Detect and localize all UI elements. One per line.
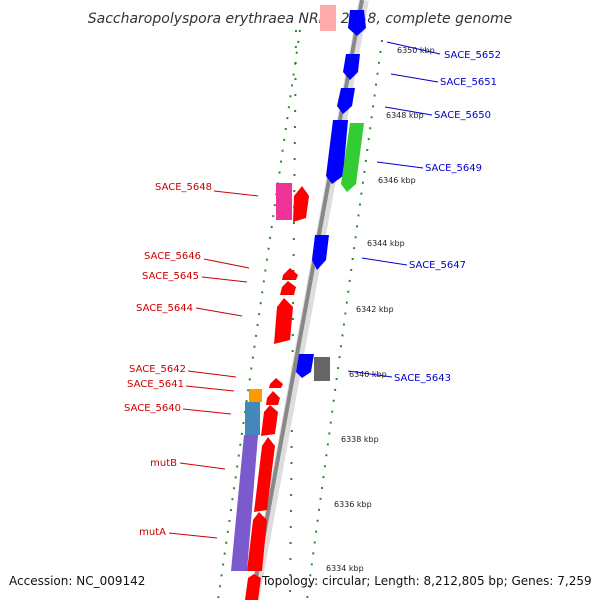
gene-label[interactable]: SACE_5644 [136, 303, 193, 314]
scale-ticks: 6350 kbp 6348 kbp 6346 kbp 6344 kbp 6342… [326, 46, 435, 573]
leader-line [203, 258, 250, 269]
leader-line [376, 161, 424, 169]
tick-label: 6334 kbp [326, 564, 364, 573]
gene-sace-5643-blue[interactable] [296, 354, 314, 378]
accession-text: Accession: NC_009142 [9, 574, 146, 588]
gene-pink-top[interactable] [320, 5, 336, 31]
leader-line [347, 370, 393, 378]
gene-sace-5645[interactable] [280, 281, 296, 295]
gene-sace-5643-gray[interactable] [314, 357, 330, 381]
gene-label[interactable]: SACE_5645 [142, 271, 199, 282]
leader-line [361, 257, 408, 266]
leader-line [390, 73, 439, 83]
tick-label: 6342 kbp [356, 305, 394, 314]
leader-line [185, 385, 235, 392]
gene-sace-5644[interactable] [274, 298, 293, 344]
gene-sace-5646[interactable] [282, 268, 298, 280]
gene-mutA[interactable] [247, 512, 267, 571]
gene-mut-purple[interactable] [231, 435, 258, 571]
gene-label[interactable]: SACE_5643 [394, 373, 451, 384]
gene-label[interactable]: SACE_5647 [409, 260, 466, 271]
tick-label: 6346 kbp [378, 176, 416, 185]
gene-sace-5647[interactable] [312, 235, 329, 270]
genome-title: Saccharopolyspora erythraea NRRL 2338, c… [88, 11, 513, 27]
left-track-guide [217, 29, 301, 600]
gene-orange[interactable] [249, 389, 262, 402]
leader-line [386, 41, 441, 55]
gene-sace-5649-blue[interactable] [326, 120, 348, 184]
tick-label: 6344 kbp [367, 239, 405, 248]
gene-sace-5640-steel[interactable] [245, 402, 260, 435]
gene-sace-5642[interactable] [269, 378, 283, 388]
leader-line [195, 307, 243, 317]
topology-text: Topology: circular; Length: 8,212,805 bp… [262, 574, 592, 588]
leader-line [187, 370, 237, 378]
leader-line [179, 462, 226, 470]
leader-line [182, 408, 232, 415]
tick-label: 6340 kbp [349, 370, 387, 379]
gene-label[interactable]: mutB [150, 458, 177, 469]
gene-sace-5651[interactable] [343, 54, 360, 80]
gene-sace-5640[interactable] [261, 405, 278, 436]
gene-sace-5641[interactable] [266, 391, 280, 405]
leader-line [201, 276, 248, 283]
tick-label: 6338 kbp [341, 435, 379, 444]
gene-bottom[interactable] [245, 574, 261, 600]
leader-line [213, 190, 259, 197]
gene-label[interactable]: SACE_5642 [129, 364, 186, 375]
gene-label[interactable]: SACE_5648 [155, 182, 212, 193]
gene-label[interactable]: SACE_5650 [434, 110, 491, 121]
right-gene-labels: SACE_5652 SACE_5651 SACE_5650 SACE_5649 … [347, 41, 501, 384]
leader-line [168, 532, 218, 539]
gene-mutB[interactable] [254, 437, 275, 512]
gene-label[interactable]: mutA [139, 527, 166, 538]
left-gene-labels: SACE_5648 SACE_5646 SACE_5645 SACE_5644 … [124, 182, 259, 539]
gene-label[interactable]: SACE_5649 [425, 163, 482, 174]
gene-sace-5648-magenta[interactable] [276, 183, 292, 220]
tick-label: 6336 kbp [334, 500, 372, 509]
gene-sace-5648[interactable] [293, 186, 309, 222]
gene-label[interactable]: SACE_5652 [444, 50, 501, 61]
leader-line [384, 106, 433, 116]
tick-label: 6350 kbp [397, 46, 435, 55]
tick-label: 6348 kbp [386, 111, 424, 120]
gene-label[interactable]: SACE_5641 [127, 379, 184, 390]
gene-sace-5649-green[interactable] [341, 123, 364, 192]
gene-label[interactable]: SACE_5640 [124, 403, 181, 414]
gene-sace-5650[interactable] [337, 88, 355, 114]
gene-top-blue[interactable] [348, 10, 366, 36]
gene-label[interactable]: SACE_5646 [144, 251, 201, 262]
gene-label[interactable]: SACE_5651 [440, 77, 497, 88]
